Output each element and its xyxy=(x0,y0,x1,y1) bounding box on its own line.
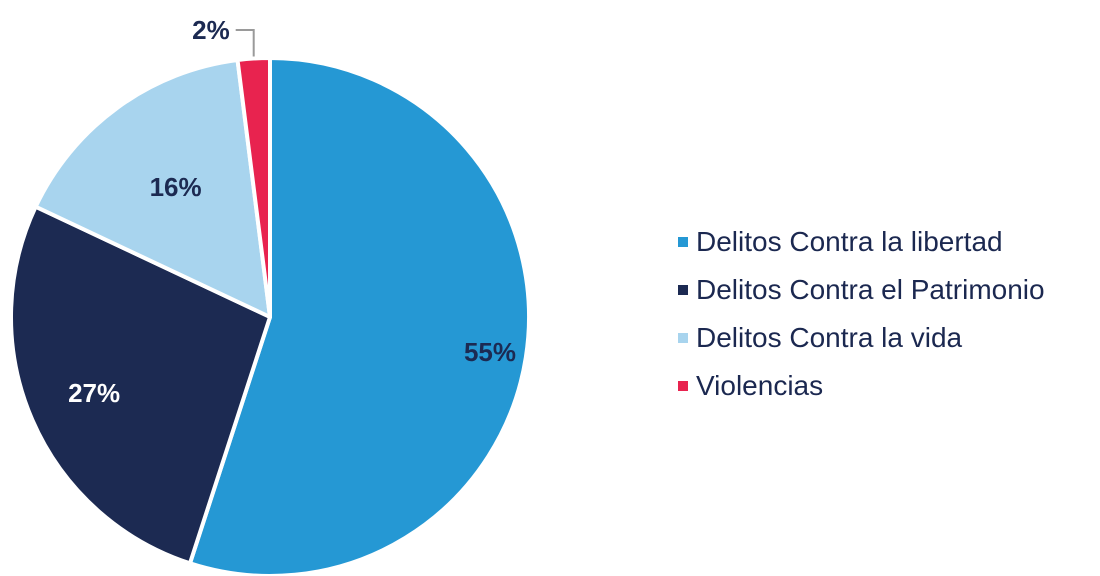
slice-label-delitos-contra-la-vida: 16% xyxy=(150,172,202,202)
legend-item-delitos-contra-la-vida: Delitos Contra la vida xyxy=(678,314,1045,362)
legend-label: Delitos Contra la libertad xyxy=(696,226,1003,257)
pie-slice-delitos-contra-el-patrimonio xyxy=(9,204,272,566)
pie-slice-delitos-contra-la-vida xyxy=(33,58,272,319)
leader-line-violencias xyxy=(235,29,255,57)
legend: Delitos Contra la libertad Delitos Contra… xyxy=(678,218,1045,410)
legend-item-delitos-contra-la-libertad: Delitos Contra la libertad xyxy=(678,218,1045,266)
legend-swatch xyxy=(678,381,688,391)
pie-slice-violencias xyxy=(235,55,272,319)
legend-label: Violencias xyxy=(696,370,824,401)
legend-label: Delitos Contra el Patrimonio xyxy=(696,274,1045,305)
slice-label-delitos-contra-la-libertad: 55% xyxy=(464,337,516,367)
legend-label: Delitos Contra la vida xyxy=(696,322,963,353)
slice-labels: 55% 27% 16% 2% xyxy=(68,15,516,408)
slice-label-delitos-contra-el-patrimonio: 27% xyxy=(68,378,120,408)
legend-swatch xyxy=(678,237,688,247)
slice-label-violencias: 2% xyxy=(192,15,230,45)
legend-item-violencias: Violencias xyxy=(678,362,1045,410)
pie-slices xyxy=(9,55,531,576)
legend-item-delitos-contra-el-patrimonio: Delitos Contra el Patrimonio xyxy=(678,266,1045,314)
pie-slice-delitos-contra-la-libertad xyxy=(187,56,531,576)
leader-lines xyxy=(235,29,255,57)
legend-swatch xyxy=(678,333,688,343)
legend-swatch xyxy=(678,285,688,295)
